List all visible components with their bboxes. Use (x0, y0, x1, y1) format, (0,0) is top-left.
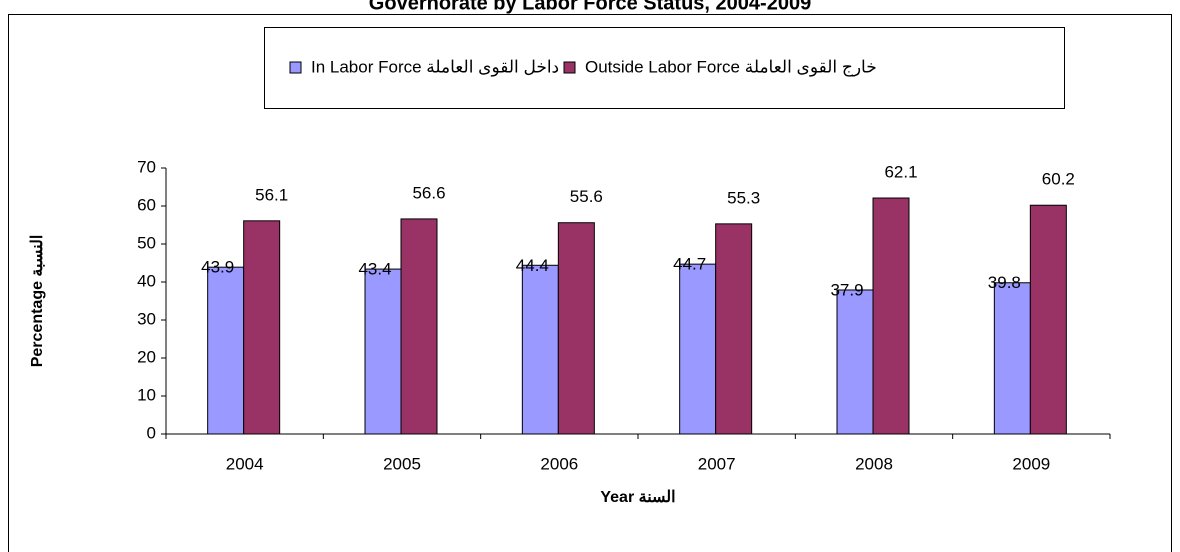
x-tick-label: 2004 (226, 454, 264, 473)
data-label: 43.9 (201, 258, 234, 277)
bar (521, 264, 559, 435)
x-tick-label: 2009 (1012, 454, 1050, 473)
bar (1029, 204, 1067, 435)
data-label: 55.3 (727, 188, 760, 207)
legend-swatch (563, 61, 576, 74)
y-tick-label: 10 (137, 385, 156, 404)
data-label: 44.4 (516, 256, 549, 275)
data-label: 62.1 (884, 163, 917, 182)
bar (836, 289, 874, 435)
data-label: 37.9 (830, 280, 863, 299)
y-tick-label: 60 (137, 195, 156, 214)
legend-swatch (289, 61, 302, 74)
data-label: 55.6 (570, 187, 603, 206)
bar (364, 268, 402, 435)
bar (400, 218, 438, 435)
bar (872, 197, 910, 435)
y-tick-label: 0 (147, 423, 156, 442)
data-label: 39.8 (988, 273, 1021, 292)
x-axis-label: Year السنة (600, 489, 675, 506)
bar (715, 223, 753, 435)
bar (557, 222, 595, 435)
y-tick-label: 50 (137, 233, 156, 252)
chart-frame (8, 14, 1172, 552)
chart-title: Governorate by Labor Force Status, 2004-… (369, 0, 811, 14)
data-label: 44.7 (673, 255, 706, 274)
y-axis-label: Percentage النسبة (29, 235, 46, 368)
y-tick-label: 30 (137, 309, 156, 328)
bar (243, 220, 281, 435)
bar (993, 282, 1031, 435)
y-tick-label: 20 (137, 347, 156, 366)
legend-label: Outside Labor Force خارج القوى العاملة (585, 57, 877, 77)
legend-box (264, 27, 1065, 109)
x-tick-label: 2007 (698, 454, 736, 473)
data-label: 60.2 (1042, 170, 1075, 189)
legend-label: In Labor Force داخل القوى العاملة (311, 57, 559, 77)
x-tick-label: 2005 (383, 454, 421, 473)
data-label: 43.4 (358, 260, 391, 279)
data-label: 56.6 (412, 183, 445, 202)
x-tick-label: 2006 (540, 454, 578, 473)
data-label: 56.1 (255, 185, 288, 204)
bar (679, 263, 717, 435)
bar (207, 266, 245, 435)
y-tick-label: 40 (137, 271, 156, 290)
x-tick-label: 2008 (855, 454, 893, 473)
y-tick-label: 70 (137, 157, 156, 176)
